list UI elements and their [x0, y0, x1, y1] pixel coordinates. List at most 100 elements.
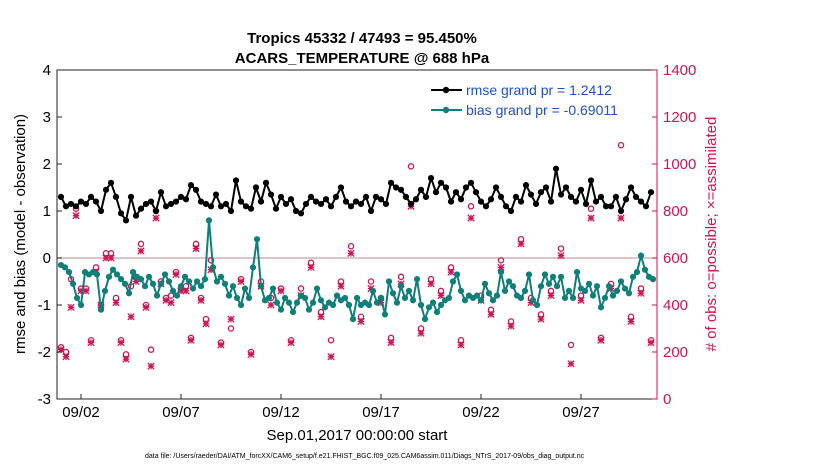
rmse-point	[487, 196, 495, 203]
bias-point	[621, 285, 629, 292]
y-left-tick-label: 2	[43, 156, 51, 173]
bias-point	[397, 283, 405, 290]
rmse-point	[72, 203, 80, 210]
bias-point	[457, 287, 465, 294]
bias-point	[365, 301, 373, 309]
rmse-point	[192, 186, 200, 193]
bias-point	[641, 266, 649, 273]
legend-box	[427, 76, 649, 122]
bias-point	[485, 290, 493, 297]
obs-assimilated-marker	[387, 338, 395, 347]
rmse-point	[512, 193, 520, 200]
bias-point	[213, 278, 221, 285]
bias-point	[341, 294, 349, 302]
rmse-point	[337, 184, 345, 191]
bias-point	[149, 280, 157, 287]
bias-point	[373, 299, 381, 306]
obs-possible-marker	[327, 336, 335, 344]
rmse-point	[417, 186, 425, 193]
bias-point	[521, 287, 529, 294]
rmse-point	[382, 200, 390, 208]
rmse-point	[607, 203, 615, 210]
rmse-point	[167, 200, 175, 208]
rmse-point	[347, 203, 355, 210]
rmse-point	[482, 203, 490, 210]
obs-possible-marker	[137, 240, 145, 248]
y-right-tick-label: 1200	[663, 109, 696, 126]
rmse-point	[387, 179, 395, 186]
x-tick-label: 09/22	[462, 404, 500, 421]
obs-assimilated-marker	[87, 338, 95, 347]
bias-point	[121, 280, 129, 287]
rmse-point	[282, 200, 290, 208]
bias-point	[137, 276, 145, 283]
bias-point	[141, 283, 149, 290]
rmse-point	[572, 198, 580, 205]
bias-point	[601, 294, 609, 302]
rmse-point	[532, 200, 540, 208]
rmse-point	[142, 200, 150, 208]
bias-point	[225, 292, 233, 299]
obs-possible-marker	[497, 257, 505, 264]
rmse-point	[602, 203, 610, 210]
rmse-point	[197, 198, 205, 205]
bias-point	[461, 297, 469, 304]
obs-assimilated-marker	[417, 329, 425, 337]
bias-point	[277, 306, 285, 313]
bias-point	[497, 269, 505, 276]
y-left-tick-label: 4	[43, 62, 51, 79]
bias-point	[537, 283, 545, 290]
obs-possible-marker	[227, 325, 235, 332]
bias-point	[205, 217, 213, 224]
bias-point	[105, 273, 113, 280]
rmse-point	[627, 184, 635, 191]
rmse-point	[67, 200, 75, 208]
rmse-point	[187, 182, 195, 189]
x-tick-label: 09/17	[362, 404, 400, 421]
rmse-point	[617, 207, 625, 215]
obs-assimilated-marker	[117, 338, 125, 347]
rmse-point	[492, 184, 500, 191]
bias-point	[229, 283, 237, 290]
bias-point	[633, 269, 641, 276]
rmse-point	[612, 193, 620, 200]
rmse-point	[322, 196, 330, 203]
y-right-tick-label: 800	[663, 203, 688, 220]
bias-series-line	[60, 220, 654, 323]
bias-point	[533, 301, 541, 309]
y-right-tick-label: 1400	[663, 62, 696, 79]
obs-possible-marker	[367, 278, 375, 285]
bias-point	[61, 264, 69, 271]
obs-assimilated-marker	[447, 268, 455, 276]
bias-point	[605, 283, 613, 290]
obs-assimilated-marker	[327, 353, 335, 361]
y-left-tick-label: 0	[43, 250, 51, 267]
y-axis-right-label: # of obs: o=possible; ×=assimilated	[703, 117, 720, 352]
rmse-point	[427, 175, 435, 182]
bias-point	[561, 294, 569, 302]
rmse-point	[262, 179, 270, 186]
rmse-point	[497, 193, 505, 200]
obs-assimilated-marker	[267, 301, 275, 309]
rmse-point	[557, 191, 565, 198]
bias-point	[173, 292, 181, 299]
legend: rmse grand pr = 1.2412 bias grand pr = -…	[427, 76, 649, 122]
bias-point	[201, 276, 209, 283]
bias-point	[529, 297, 537, 304]
rmse-point	[397, 186, 405, 193]
bias-point	[581, 287, 589, 294]
rmse-point	[137, 205, 145, 212]
bias-point	[241, 285, 249, 292]
bias-point	[233, 294, 241, 302]
rmse-point	[447, 198, 455, 205]
bias-point	[349, 316, 357, 323]
obs-assimilated-marker	[102, 254, 110, 262]
chart-title: Tropics 45332 / 47493 = 95.450%	[247, 30, 477, 47]
rmse-point	[267, 191, 275, 198]
rmse-point	[247, 205, 255, 212]
bias-point	[333, 292, 341, 299]
bias-point	[609, 292, 617, 299]
rmse-point	[92, 198, 100, 205]
rmse-point	[647, 189, 655, 196]
left-axis-ticks: -3 -2 -1 0 1 2 3 4	[38, 62, 62, 408]
